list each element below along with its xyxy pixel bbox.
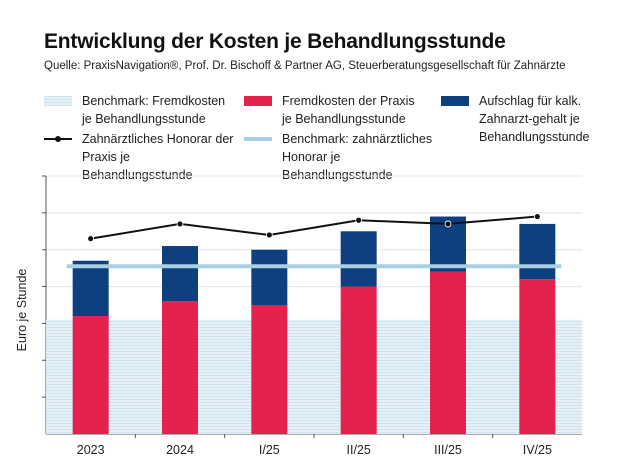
legend-label: Fremdkosten der Praxis je Behandlungsstu… [282,94,415,126]
honorar-point [355,216,363,224]
x-tick-label: I/25 [259,443,280,457]
x-tick-label: III/25 [434,443,462,457]
chart-title: Entwicklung der Kosten je Behandlungsstu… [44,30,506,53]
legend-label: Aufschlag für kalk. Zahnarzt-gehalt je B… [479,94,590,144]
bar-aufschlag [340,231,377,287]
bar-aufschlag [162,246,198,302]
bar-fremdkosten [162,301,198,434]
honorar-line-swatch [44,134,72,144]
honorar-point [265,231,273,239]
honorar-point [176,220,184,228]
honorar-point [444,220,452,228]
bar-fremdkosten [430,271,466,434]
bar-aufschlag [72,260,109,317]
benchmark-area-swatch [44,96,72,106]
source-note: Quelle: PraxisNavigation®, Prof. Dr. Bis… [44,60,566,72]
honorar-point [533,213,541,220]
bar-fremdkosten [72,316,109,434]
bar-fremdkosten [340,286,377,434]
legend-item-benchmark-honorar: Benchmark: zahnärztliches Honorar je Beh… [244,130,434,184]
legend-item-honorar: Zahnärztliches Honorar der Praxis je Beh… [44,130,234,184]
benchmark-line-swatch [244,134,272,144]
bar-aufschlag [519,223,556,280]
legend-label: Benchmark: zahnärztliches Honorar je Beh… [282,132,433,182]
legend-item-benchmark-fremdkosten: Benchmark: Fremdkosten je Behandlungsstu… [44,92,234,128]
legend: Benchmark: Fremdkosten je Behandlungsstu… [44,92,627,182]
x-tick-label: 2023 [77,443,105,457]
x-tick-label: 2024 [166,443,194,457]
legend-item-fremdkosten: Fremdkosten der Praxis je Behandlungsstu… [244,92,424,128]
legend-label: Benchmark: Fremdkosten je Behandlungsstu… [82,94,226,126]
bar-fremdkosten [251,305,288,434]
bar-fremdkosten [519,279,556,434]
aufschlag-swatch [441,96,469,106]
honorar-line [90,215,538,240]
legend-label: Zahnärztliches Honorar der Praxis je Beh… [82,132,234,182]
honorar-point [87,235,95,243]
fremdkosten-swatch [244,96,272,106]
x-tick-label: II/25 [347,443,371,457]
legend-item-aufschlag: Aufschlag für kalk. Zahnarzt-gehalt je B… [441,92,627,146]
x-tick-label: IV/25 [523,443,552,457]
bar-aufschlag [251,249,288,305]
